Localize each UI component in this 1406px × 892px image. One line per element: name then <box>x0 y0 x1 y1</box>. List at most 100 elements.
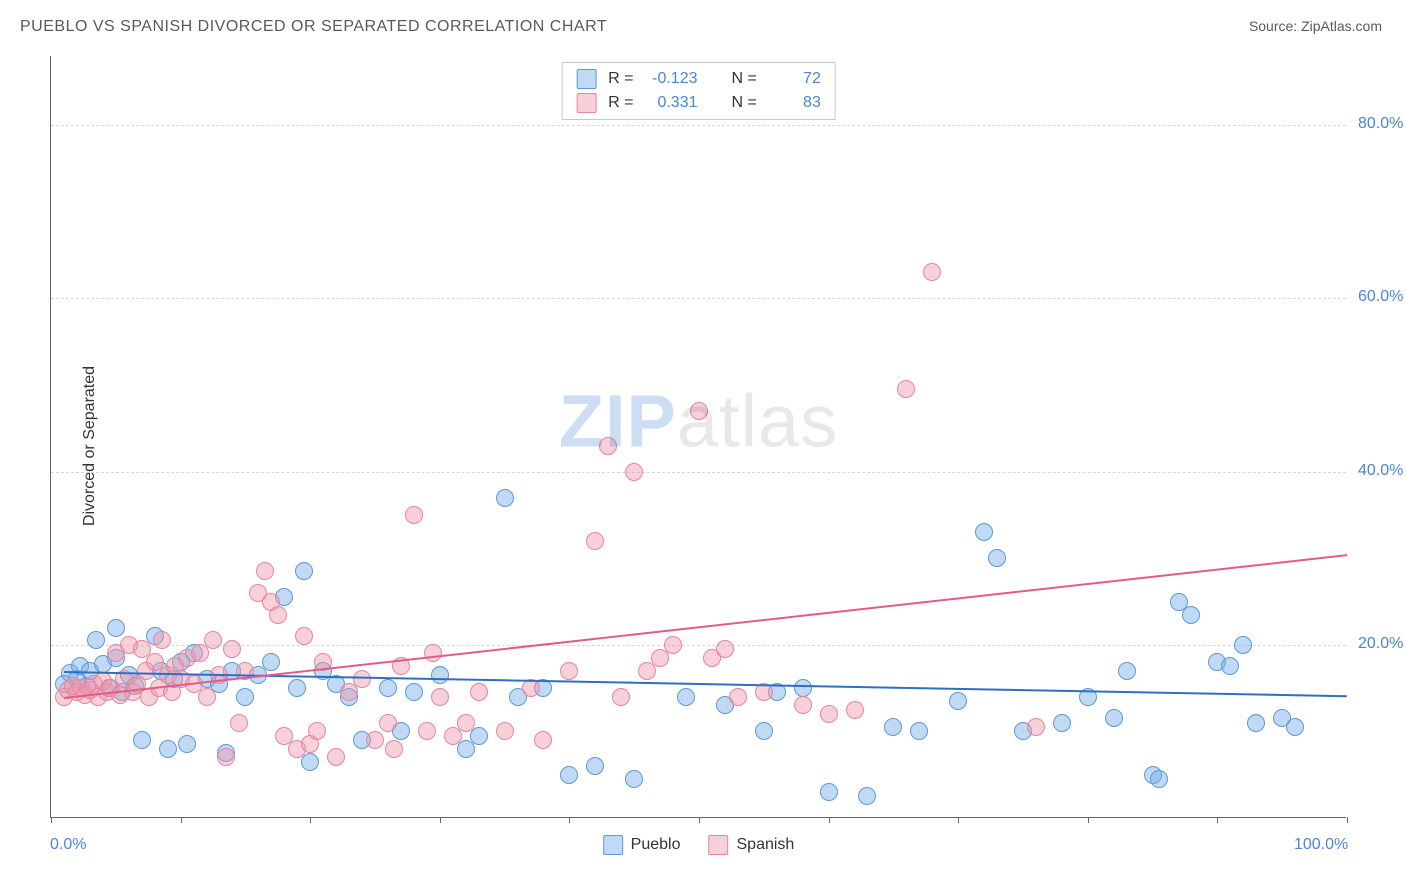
x-tick <box>51 817 52 823</box>
x-axis-end-label: 100.0% <box>1294 836 1348 854</box>
y-tick-label: 80.0% <box>1358 115 1403 133</box>
gridline-h <box>51 472 1346 473</box>
series-legend: Pueblo Spanish <box>603 835 795 855</box>
point-pueblo <box>755 722 773 740</box>
gridline-h <box>51 125 1346 126</box>
point-pueblo <box>405 683 423 701</box>
point-pueblo <box>496 489 514 507</box>
x-tick <box>440 817 441 823</box>
point-spanish <box>198 688 216 706</box>
x-tick <box>1088 817 1089 823</box>
point-pueblo <box>560 766 578 784</box>
gridline-h <box>51 645 1346 646</box>
point-spanish <box>424 644 442 662</box>
n-value-pueblo: 72 <box>769 70 821 88</box>
point-pueblo <box>586 757 604 775</box>
point-pueblo <box>1105 709 1123 727</box>
watermark-zip: ZIP <box>559 380 677 463</box>
point-spanish <box>230 714 248 732</box>
point-pueblo <box>87 631 105 649</box>
y-tick-label: 40.0% <box>1358 462 1403 480</box>
n-label: N = <box>732 70 757 88</box>
point-pueblo <box>1221 657 1239 675</box>
legend-label-pueblo: Pueblo <box>631 836 681 853</box>
point-pueblo <box>470 727 488 745</box>
point-pueblo <box>379 679 397 697</box>
legend-row-pueblo: R = -0.123 N = 72 <box>576 69 821 89</box>
point-spanish <box>534 731 552 749</box>
x-tick <box>310 817 311 823</box>
x-tick <box>181 817 182 823</box>
point-spanish <box>353 670 371 688</box>
point-spanish <box>217 748 235 766</box>
point-spanish <box>223 640 241 658</box>
source-prefix: Source: <box>1249 18 1301 34</box>
point-pueblo <box>975 523 993 541</box>
point-spanish <box>923 263 941 281</box>
r-value-spanish: 0.331 <box>646 94 698 112</box>
point-pueblo <box>178 735 196 753</box>
point-spanish <box>560 662 578 680</box>
x-tick <box>1347 817 1348 823</box>
point-spanish <box>269 606 287 624</box>
point-spanish <box>470 683 488 701</box>
legend-swatch-pueblo-icon <box>603 835 623 855</box>
x-tick <box>569 817 570 823</box>
point-pueblo <box>1234 636 1252 654</box>
point-pueblo <box>288 679 306 697</box>
chart-title: PUEBLO VS SPANISH DIVORCED OR SEPARATED … <box>20 18 607 36</box>
source-link[interactable]: ZipAtlas.com <box>1301 18 1382 34</box>
point-pueblo <box>295 562 313 580</box>
point-spanish <box>846 701 864 719</box>
point-spanish <box>729 688 747 706</box>
point-pueblo <box>262 653 280 671</box>
n-label: N = <box>732 94 757 112</box>
watermark-atlas: atlas <box>677 380 838 463</box>
correlation-legend: R = -0.123 N = 72 R = 0.331 N = 83 <box>561 62 836 120</box>
point-spanish <box>496 722 514 740</box>
point-pueblo <box>884 718 902 736</box>
point-spanish <box>204 631 222 649</box>
point-spanish <box>327 748 345 766</box>
point-pueblo <box>858 787 876 805</box>
n-value-spanish: 83 <box>769 94 821 112</box>
legend-swatch-spanish <box>576 93 596 113</box>
point-pueblo <box>677 688 695 706</box>
point-spanish <box>612 688 630 706</box>
point-spanish <box>690 402 708 420</box>
legend-row-spanish: R = 0.331 N = 83 <box>576 93 821 113</box>
point-spanish <box>457 714 475 732</box>
point-spanish <box>716 640 734 658</box>
point-spanish <box>385 740 403 758</box>
source-attribution: Source: ZipAtlas.com <box>1249 18 1382 34</box>
point-spanish <box>586 532 604 550</box>
point-pueblo <box>1286 718 1304 736</box>
x-tick <box>829 817 830 823</box>
point-pueblo <box>625 770 643 788</box>
point-pueblo <box>159 740 177 758</box>
point-spanish <box>405 506 423 524</box>
point-pueblo <box>949 692 967 710</box>
point-spanish <box>153 631 171 649</box>
y-tick-label: 20.0% <box>1358 635 1403 653</box>
point-spanish <box>295 627 313 645</box>
point-spanish <box>431 688 449 706</box>
point-spanish <box>256 562 274 580</box>
point-pueblo <box>1247 714 1265 732</box>
point-spanish <box>1027 718 1045 736</box>
point-pueblo <box>1150 770 1168 788</box>
point-pueblo <box>794 679 812 697</box>
chart-container: PUEBLO VS SPANISH DIVORCED OR SEPARATED … <box>0 0 1406 892</box>
legend-item-spanish: Spanish <box>709 835 795 855</box>
gridline-h <box>51 298 1346 299</box>
point-spanish <box>820 705 838 723</box>
point-pueblo <box>1053 714 1071 732</box>
legend-item-pueblo: Pueblo <box>603 835 681 855</box>
point-pueblo <box>301 753 319 771</box>
point-pueblo <box>431 666 449 684</box>
x-tick <box>1217 817 1218 823</box>
point-spanish <box>308 722 326 740</box>
point-pueblo <box>133 731 151 749</box>
point-spanish <box>418 722 436 740</box>
point-spanish <box>625 463 643 481</box>
